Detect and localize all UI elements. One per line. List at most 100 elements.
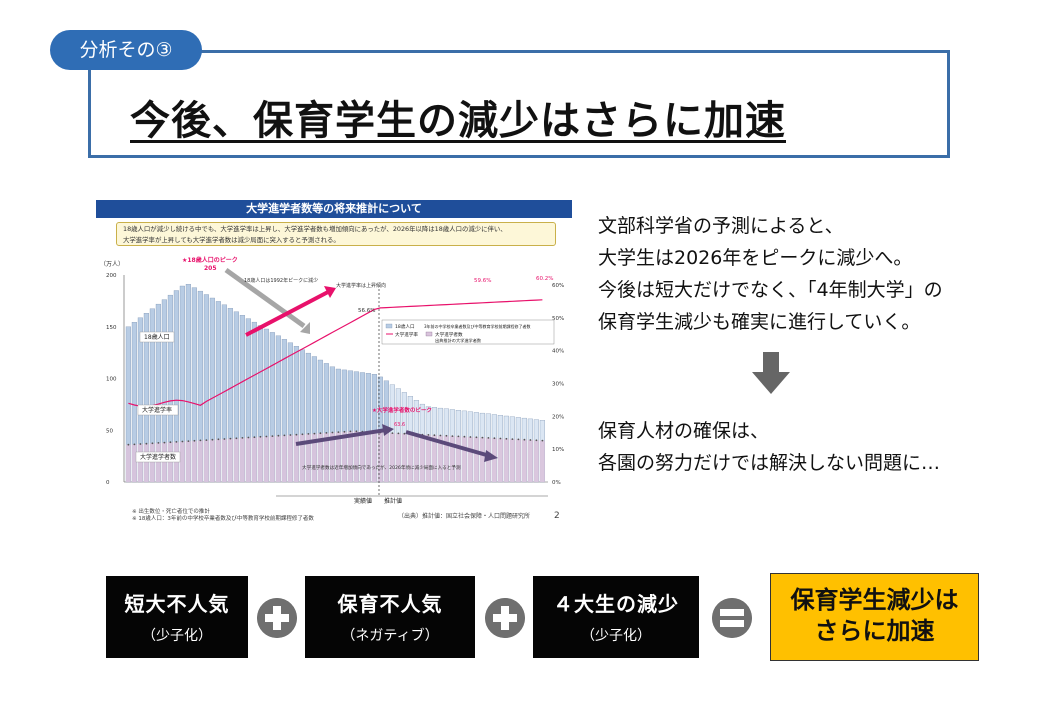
explanation-line-2: 大学生は2026年をピークに減少へ。	[598, 247, 913, 269]
enroll-peak-value: 63.6	[394, 422, 405, 428]
y-tick-left: 150	[106, 325, 117, 331]
enrollees-point	[445, 434, 448, 437]
enrollees-bar	[240, 437, 245, 482]
enrollees-bar	[156, 442, 161, 482]
enrollees-point	[541, 439, 544, 442]
enrollees-bar	[252, 437, 257, 482]
enrollees-point	[277, 434, 280, 437]
enrollees-bar	[324, 432, 329, 482]
enrollees-bar	[474, 437, 479, 482]
enrollees-point	[139, 443, 142, 445]
enrollees-bar	[414, 434, 419, 482]
enrollees-point	[301, 433, 304, 436]
factor-sub: （少子化）	[142, 628, 212, 644]
y-tick-left: 0	[106, 480, 110, 486]
legend-bar: 18歳人口	[395, 323, 415, 330]
enrollees-point	[247, 436, 250, 439]
enrollees-bar	[282, 435, 287, 482]
conclusion-line-2: 各園の努力だけでは解決しない問題に…	[598, 452, 941, 474]
enrollees-point	[493, 437, 496, 440]
y-tick-right: 40%	[552, 349, 564, 355]
y-tick-right: 60%	[552, 283, 564, 289]
chart-footer-line2: ※ 18歳人口：3年前の中学校卒業者数及び中等教育学校前期課程修了者数	[132, 516, 314, 522]
plus-circle-icon	[485, 598, 525, 638]
y-axis-right-ticks: 60% 50% 40% 30% 20% 10% 0%	[552, 283, 564, 486]
enrollees-point	[229, 437, 232, 440]
enrollees-point	[319, 432, 322, 435]
y-tick-right: 10%	[552, 447, 564, 453]
enrollees-point	[457, 435, 460, 438]
enrollees-point	[325, 432, 328, 434]
enrollees-bar	[246, 437, 251, 482]
enrollees-point	[463, 435, 466, 438]
enrollees-bar	[504, 438, 509, 482]
enrollees-point	[265, 435, 268, 438]
enrollees-point	[313, 432, 316, 435]
factor-box-childcare: 保育不人気 （ネガティブ）	[305, 576, 475, 658]
chart-footer-line1: ※ 出生数位・死亡者位での推計	[132, 509, 210, 515]
pop-decline-arrow	[224, 267, 310, 334]
enrollees-point	[223, 438, 226, 440]
enrollees-bar	[366, 431, 371, 482]
enrollees-point	[355, 430, 358, 433]
explanation-line-1: 文部科学省の予測によると、	[598, 215, 844, 237]
enrollees-bar	[438, 435, 443, 482]
factor-box-university: ４大生の減少 （少子化）	[533, 576, 699, 658]
enrollees-bar	[318, 433, 323, 482]
pop-peak-annotation: ★18歳人口のピーク	[182, 256, 238, 264]
enrollees-bar	[432, 435, 437, 482]
enrollees-point	[307, 433, 310, 435]
chart-header-title: 大学進学者数等の将来推計について	[96, 200, 572, 218]
chart-legend	[381, 319, 555, 345]
enrollees-bar	[300, 434, 305, 482]
enrollees-bar	[348, 431, 353, 482]
chart-bars	[125, 284, 545, 483]
conclusion-line-1: 保育人材の確保は、	[598, 420, 770, 442]
annotation-rate-rise: 大学進学率は上昇傾向	[336, 282, 386, 289]
enrollees-point	[331, 431, 334, 434]
enrollees-point	[181, 440, 184, 443]
enrollees-bar	[450, 436, 455, 482]
enrollees-point	[211, 438, 214, 441]
enrollees-bar	[480, 437, 485, 482]
enrollees-point	[169, 441, 172, 444]
enrollees-point	[295, 433, 298, 436]
plus-circle-icon	[257, 598, 297, 638]
enrollees-bar	[534, 440, 539, 482]
enrollees-bar	[330, 432, 335, 482]
enrollees-point	[397, 432, 400, 435]
factor-title: 保育不人気	[337, 592, 443, 616]
factor-sub: （ネガティブ）	[341, 628, 439, 644]
enrollees-point	[511, 438, 514, 440]
enrollees-bar	[138, 444, 143, 482]
chart-note-line1: 18歳人口が減少し続ける中でも、大学進学率は上昇し、大学進学者数も増加傾向にあっ…	[123, 225, 507, 233]
enrollees-bar	[216, 439, 221, 482]
enrollees-point	[283, 434, 286, 437]
enrollees-point	[133, 443, 136, 446]
enrollees-point	[535, 439, 538, 442]
enrollees-point	[469, 436, 472, 438]
equals-circle-icon	[712, 598, 752, 638]
enrollees-bar	[294, 434, 299, 482]
enrollees-bar	[276, 435, 281, 482]
factor-box-junior-college: 短大不人気 （少子化）	[106, 576, 248, 658]
enrollees-bar	[180, 441, 185, 482]
enrollees-bar	[270, 436, 275, 482]
y-tick-right: 20%	[552, 414, 564, 420]
enrollees-bar	[456, 436, 461, 482]
title-frame	[88, 50, 950, 158]
enrollees-bar	[132, 444, 137, 482]
y-tick-right: 50%	[552, 316, 564, 322]
enrollees-point	[451, 435, 454, 437]
enrollees-bar	[360, 431, 365, 482]
y-tick-left: 100	[106, 377, 117, 383]
factor-sub: （少子化）	[581, 628, 651, 644]
enrollees-bar	[306, 433, 311, 482]
enrollees-point	[499, 437, 502, 440]
explanation-text: 文部科学省の予測によると、 大学生は2026年をピークに減少へ。 今後は短大だけ…	[598, 210, 943, 338]
enrollees-bar	[126, 444, 131, 482]
y-tick-left: 50	[106, 428, 113, 434]
result-line-1: 保育学生減少は	[790, 586, 959, 614]
enrollees-bar	[528, 440, 533, 482]
legend-rate: 大学進学率	[395, 331, 418, 338]
